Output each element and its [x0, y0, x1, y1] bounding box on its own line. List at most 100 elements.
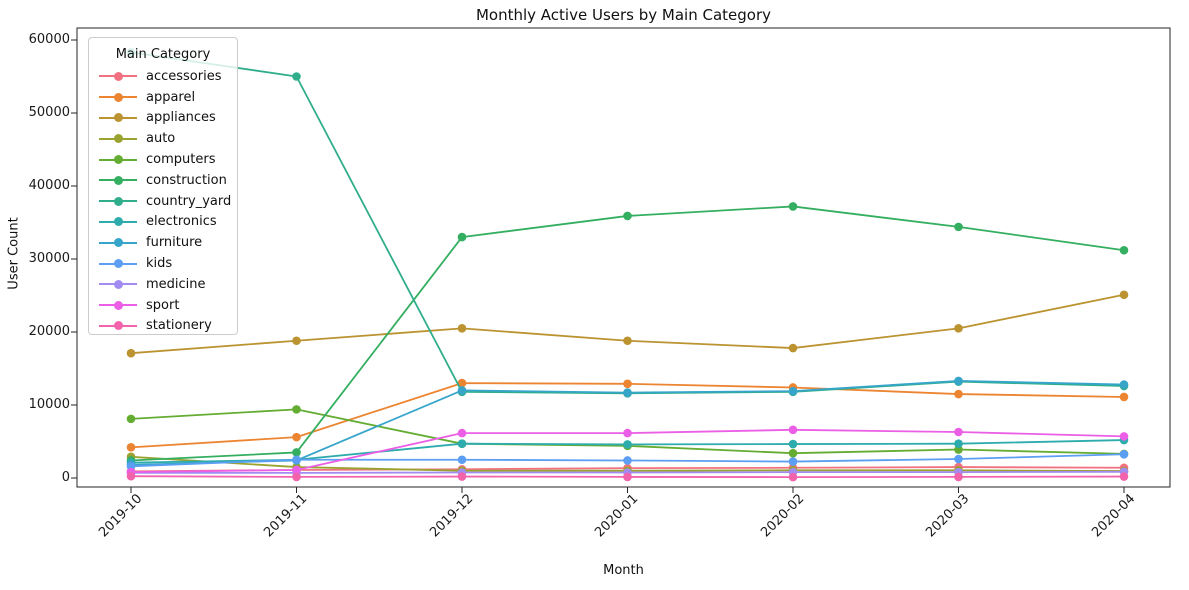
y-tick-label: 0: [61, 470, 70, 485]
data-point-furniture-2020-04: [1119, 380, 1129, 389]
legend-marker-icon: [99, 134, 137, 144]
legend-items: accessories apparel appliances auto computer…: [89, 66, 237, 336]
data-point-appliances-2019-11: [292, 336, 301, 346]
y-tick-label: 50000: [28, 105, 70, 120]
legend-marker-icon: [99, 113, 137, 123]
legend-item-country_yard: country_yard: [89, 191, 237, 212]
data-point-furniture-2020-01: [623, 388, 632, 397]
legend-label: electronics: [146, 214, 217, 230]
data-point-electronics-2020-02: [788, 439, 798, 449]
legend-item-construction: construction: [89, 170, 237, 191]
data-point-stationery-2019-12: [457, 472, 467, 481]
legend-marker-icon: [99, 71, 137, 81]
data-point-apparel-2019-10: [126, 443, 136, 452]
legend-marker-icon: [99, 259, 137, 269]
legend-label: stationery: [146, 318, 212, 334]
legend-label: auto: [146, 131, 176, 147]
data-point-sport-2019-11: [292, 465, 301, 475]
data-point-construction-2019-11: [292, 448, 301, 457]
data-point-sport-2020-03: [954, 427, 963, 437]
legend-marker-icon: [99, 196, 137, 206]
data-point-sport-2019-12: [457, 428, 467, 438]
legend-item-appliances: appliances: [89, 108, 237, 129]
data-point-kids-2020-03: [954, 454, 963, 464]
data-point-country_yard-2019-11: [292, 72, 301, 81]
legend-marker-icon: [99, 217, 137, 227]
data-point-electronics-2020-01: [623, 440, 632, 449]
data-point-construction-2020-01: [623, 211, 632, 221]
y-tick-label: 40000: [28, 178, 70, 193]
data-point-appliances-2020-01: [623, 336, 632, 346]
data-point-apparel-2020-04: [1119, 392, 1129, 402]
data-point-stationery-2020-03: [954, 472, 963, 482]
legend-label: kids: [146, 256, 173, 272]
data-point-apparel-2020-01: [623, 379, 632, 389]
data-point-apparel-2019-11: [292, 432, 301, 442]
data-point-kids-2020-04: [1119, 449, 1129, 459]
data-point-appliances-2019-10: [126, 348, 136, 358]
legend-label: computers: [146, 152, 216, 168]
data-point-construction-2019-12: [457, 232, 467, 242]
data-point-kids-2019-12: [457, 455, 467, 465]
data-point-sport-2020-04: [1119, 432, 1129, 441]
data-point-construction-2020-03: [954, 222, 963, 232]
chart-title: Monthly Active Users by Main Category: [475, 6, 772, 24]
y-tick-label: 10000: [28, 397, 70, 412]
data-point-computers-2020-02: [788, 448, 798, 458]
legend-item-medicine: medicine: [89, 274, 237, 295]
data-point-kids-2020-02: [788, 457, 798, 466]
legend-marker-icon: [99, 321, 137, 331]
data-point-apparel-2020-03: [954, 389, 963, 399]
data-point-kids-2020-01: [623, 456, 632, 465]
data-point-computers-2019-10: [126, 414, 136, 424]
legend-item-kids: kids: [89, 253, 237, 274]
legend-label: furniture: [146, 235, 203, 251]
data-point-electronics-2019-12: [457, 439, 467, 448]
data-point-appliances-2020-03: [954, 324, 963, 333]
data-point-construction-2020-04: [1119, 245, 1129, 255]
data-point-sport-2020-01: [623, 428, 632, 438]
legend-marker-icon: [99, 300, 137, 310]
data-point-construction-2020-02: [788, 202, 798, 211]
legend-label: sport: [146, 297, 180, 313]
axes-box: [76, 27, 1171, 488]
legend-item-stationery: stationery: [89, 316, 237, 337]
legend-item-apparel: apparel: [89, 87, 237, 108]
legend-label: construction: [146, 172, 227, 188]
legend-marker-icon: [99, 155, 137, 165]
legend-item-auto: auto: [89, 128, 237, 149]
legend-label: apparel: [146, 89, 196, 105]
legend-label: accessories: [146, 68, 222, 84]
y-tick-label: 20000: [28, 324, 70, 339]
legend-marker-icon: [99, 238, 137, 248]
legend-label: country_yard: [146, 193, 232, 209]
data-point-sport-2020-02: [788, 425, 798, 435]
legend-marker-icon: [99, 175, 137, 185]
data-point-stationery-2020-02: [788, 472, 798, 482]
data-point-furniture-2020-02: [788, 386, 798, 396]
data-point-appliances-2020-04: [1119, 290, 1129, 300]
data-point-appliances-2020-02: [788, 343, 798, 353]
legend-marker-icon: [99, 279, 137, 289]
legend-label: medicine: [146, 276, 206, 292]
data-point-stationery-2019-10: [126, 471, 136, 481]
x-axis-label: Month: [603, 563, 644, 578]
data-point-computers-2019-11: [292, 405, 301, 414]
legend-item-electronics: electronics: [89, 212, 237, 233]
data-point-electronics-2020-03: [954, 439, 963, 448]
legend-item-furniture: furniture: [89, 232, 237, 253]
data-point-furniture-2020-03: [954, 376, 963, 386]
legend: Main Category accessories apparel applianc…: [88, 37, 238, 335]
data-point-stationery-2019-11: [292, 472, 301, 482]
y-tick-label: 60000: [28, 32, 70, 47]
data-point-apparel-2019-12: [457, 378, 467, 388]
legend-marker-icon: [99, 92, 137, 102]
legend-item-computers: computers: [89, 149, 237, 170]
legend-item-accessories: accessories: [89, 66, 237, 87]
legend-item-sport: sport: [89, 295, 237, 316]
series-line-construction: [130, 205, 1125, 462]
legend-label: appliances: [146, 110, 216, 126]
data-point-stationery-2020-04: [1119, 472, 1129, 481]
